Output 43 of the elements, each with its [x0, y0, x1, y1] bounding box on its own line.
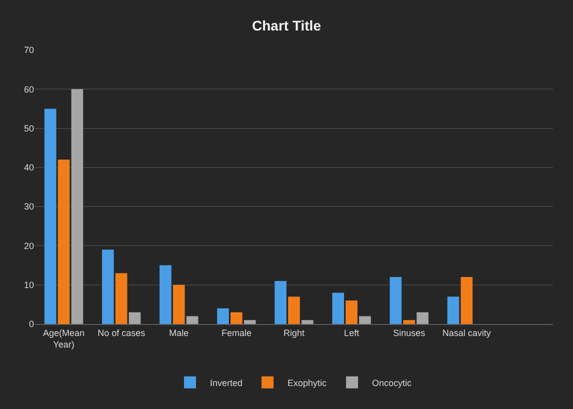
- legend-label: Inverted: [210, 378, 243, 388]
- x-tick-label: Male: [169, 328, 189, 338]
- x-tick-label: Female: [221, 328, 252, 338]
- bar: [102, 250, 114, 324]
- bar: [71, 89, 84, 324]
- bar: [302, 320, 314, 324]
- bar: [58, 160, 70, 324]
- x-tick-label: Age(Mean Year): [43, 328, 85, 350]
- bar: [230, 312, 242, 324]
- legend-label: Oncocytic: [372, 378, 412, 388]
- bar: [44, 108, 56, 324]
- x-tick-label: Nasal cavity: [442, 328, 492, 338]
- y-tick-label: 30: [24, 202, 34, 212]
- bar: [160, 265, 172, 324]
- bar: [332, 292, 344, 324]
- bar: [390, 277, 402, 324]
- bar: [288, 296, 300, 324]
- x-tick-label: Left: [344, 328, 360, 338]
- bar: [186, 316, 198, 324]
- y-tick-label: 70: [24, 45, 34, 56]
- x-tick-label: Right: [283, 328, 305, 338]
- bar: [403, 320, 416, 324]
- bar: [460, 277, 473, 324]
- y-tick-label: 10: [24, 280, 34, 290]
- bar: [447, 296, 460, 324]
- bar: [172, 284, 185, 324]
- x-tick-label: Sinuses: [393, 328, 426, 338]
- y-tick-label: 40: [24, 162, 34, 173]
- y-tick-label: 0: [28, 319, 34, 330]
- bar: [115, 273, 128, 324]
- legend-label: Exophytic: [288, 378, 328, 388]
- x-tick-label: No of cases: [98, 328, 146, 338]
- y-tick-label: 20: [24, 240, 34, 251]
- bar: [128, 312, 141, 324]
- y-tick-label: 60: [24, 84, 34, 94]
- bar: [359, 316, 371, 324]
- y-tick-label: 50: [24, 123, 34, 134]
- chart-title: Chart Title: [252, 17, 322, 34]
- bar: [416, 312, 428, 324]
- bar: [217, 308, 229, 324]
- bar: [244, 320, 256, 324]
- bar: [274, 280, 286, 324]
- bar: [346, 300, 358, 324]
